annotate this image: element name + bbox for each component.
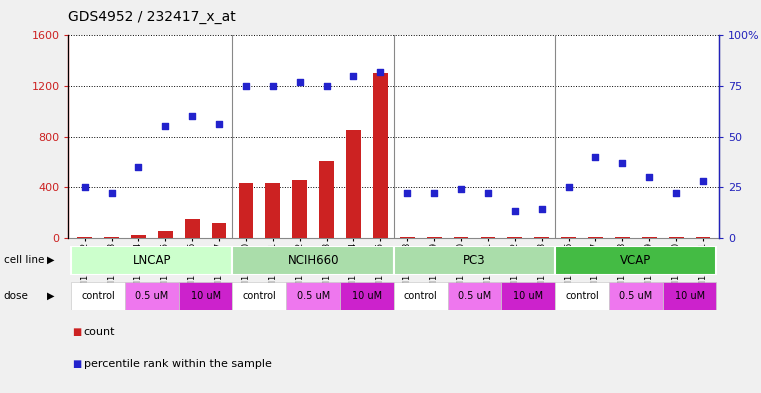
Bar — [125, 281, 179, 310]
Bar — [212, 222, 227, 238]
Bar — [609, 281, 663, 310]
Bar — [663, 281, 716, 310]
Text: ▶: ▶ — [47, 290, 55, 301]
Point — [267, 83, 279, 89]
Bar — [508, 237, 522, 238]
Point — [428, 190, 440, 196]
Bar — [534, 237, 549, 238]
Bar — [286, 281, 340, 310]
Text: GDS4952 / 232417_x_at: GDS4952 / 232417_x_at — [68, 10, 236, 24]
Bar — [588, 237, 603, 238]
Point — [159, 123, 171, 130]
Point — [616, 160, 629, 166]
Bar — [555, 246, 716, 274]
Bar — [501, 281, 555, 310]
Bar — [238, 184, 253, 238]
Bar — [233, 281, 286, 310]
Text: 10 uM: 10 uM — [352, 291, 382, 301]
Point — [294, 79, 306, 85]
Bar — [696, 237, 711, 238]
Text: dose: dose — [4, 290, 29, 301]
Bar — [266, 184, 280, 238]
Point — [455, 186, 467, 192]
Text: control: control — [81, 291, 115, 301]
Text: ■: ■ — [72, 358, 81, 369]
Text: ▶: ▶ — [47, 255, 55, 265]
Bar — [427, 237, 441, 238]
Bar — [642, 237, 657, 238]
Point — [106, 190, 118, 196]
Text: control: control — [243, 291, 276, 301]
Text: control: control — [404, 291, 438, 301]
Text: ■: ■ — [72, 327, 81, 337]
Text: 0.5 uM: 0.5 uM — [458, 291, 491, 301]
Point — [401, 190, 413, 196]
Point — [589, 154, 601, 160]
Text: percentile rank within the sample: percentile rank within the sample — [84, 358, 272, 369]
Text: VCAP: VCAP — [620, 254, 651, 267]
Text: cell line: cell line — [4, 255, 44, 265]
Point — [697, 178, 709, 184]
Point — [508, 208, 521, 215]
Bar — [346, 130, 361, 238]
Point — [374, 69, 387, 75]
Point — [213, 121, 225, 128]
Text: 10 uM: 10 uM — [674, 291, 705, 301]
Point — [643, 174, 655, 180]
Bar — [393, 246, 555, 274]
Bar — [72, 281, 125, 310]
Text: 0.5 uM: 0.5 uM — [135, 291, 168, 301]
Point — [78, 184, 91, 190]
Text: LNCAP: LNCAP — [132, 254, 171, 267]
Text: control: control — [565, 291, 599, 301]
Bar — [400, 237, 415, 238]
Point — [482, 190, 494, 196]
Bar — [669, 237, 683, 238]
Bar — [179, 281, 233, 310]
Bar — [393, 281, 447, 310]
Bar — [292, 180, 307, 238]
Point — [670, 190, 682, 196]
Text: NCIH660: NCIH660 — [288, 254, 339, 267]
Bar — [233, 246, 394, 274]
Bar — [104, 237, 119, 238]
Text: count: count — [84, 327, 115, 337]
Text: 0.5 uM: 0.5 uM — [297, 291, 330, 301]
Bar — [454, 237, 469, 238]
Bar — [72, 246, 233, 274]
Point — [186, 113, 199, 119]
Bar — [480, 237, 495, 238]
Text: 10 uM: 10 uM — [513, 291, 543, 301]
Text: PC3: PC3 — [463, 254, 486, 267]
Text: 0.5 uM: 0.5 uM — [619, 291, 652, 301]
Text: 10 uM: 10 uM — [190, 291, 221, 301]
Point — [536, 206, 548, 213]
Bar — [340, 281, 394, 310]
Bar — [158, 231, 173, 238]
Point — [348, 73, 360, 79]
Bar — [615, 237, 630, 238]
Bar — [131, 235, 146, 238]
Point — [562, 184, 575, 190]
Point — [132, 164, 145, 170]
Bar — [447, 281, 501, 310]
Bar — [319, 161, 334, 238]
Bar — [373, 73, 388, 238]
Point — [240, 83, 252, 89]
Bar — [77, 237, 92, 238]
Bar — [561, 237, 576, 238]
Bar — [555, 281, 609, 310]
Bar — [185, 219, 199, 238]
Point — [320, 83, 333, 89]
